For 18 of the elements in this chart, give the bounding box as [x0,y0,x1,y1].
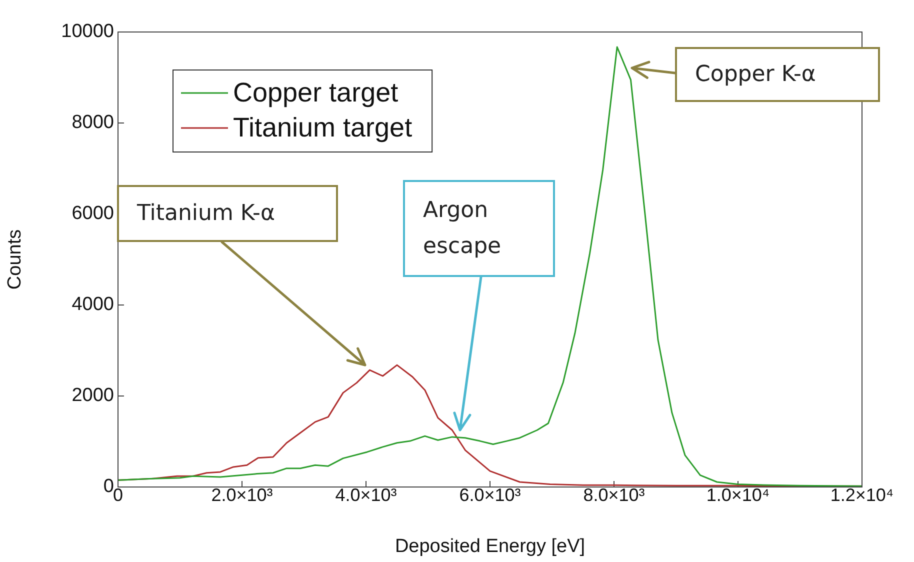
x-tick-label: 1.0×10⁴ [706,484,770,505]
y-tick-label: 6000 [72,203,114,224]
x-tick-label: 8.0×10³ [583,484,645,505]
x-tick-label: 4.0×10³ [335,484,397,505]
y-tick-label: 4000 [72,294,114,316]
y-axis-title: Counts [4,229,26,290]
callout-box: Titanium K-α [117,185,338,242]
x-axis-title: Deposited Energy [eV] [394,536,586,557]
callout-box: Copper K-α [675,47,880,102]
x-tick-label: 6.0×10³ [459,484,521,505]
y-tick-label: 10000 [61,21,114,42]
x-tick-label: 2.0×10³ [211,484,273,505]
y-tick-label: 2000 [72,385,114,406]
y-tick-label: 8000 [72,112,114,134]
legend-label: Copper target [233,77,399,108]
x-tick-label: 1.2×10⁴ [830,484,894,505]
legend-label: Titanium target [233,112,413,142]
callout-box: Argon escape [403,180,555,277]
